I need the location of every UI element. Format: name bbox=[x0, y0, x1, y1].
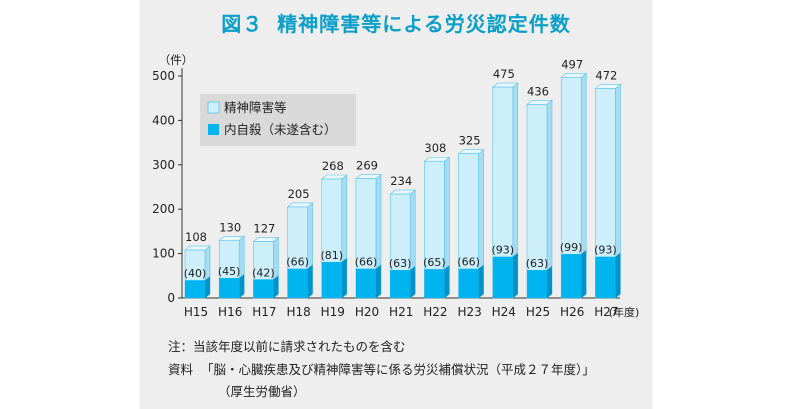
total-value-label: 325 bbox=[459, 134, 481, 148]
y-tick-label: 200 bbox=[152, 202, 175, 216]
x-category-label: H17 bbox=[252, 305, 276, 319]
x-category-label: H19 bbox=[321, 305, 345, 319]
y-tick-label: 100 bbox=[152, 247, 175, 261]
source-organization: （厚生労働省） bbox=[218, 384, 306, 399]
chart-title: 図３ 精神障害等による労災認定件数 bbox=[140, 8, 652, 37]
total-value-label: 234 bbox=[390, 174, 412, 188]
suicide-bar-side bbox=[581, 250, 587, 298]
suicide-value-label: (45) bbox=[218, 265, 241, 278]
x-category-label: H24 bbox=[492, 305, 516, 319]
total-value-label: 497 bbox=[561, 57, 583, 71]
y-tick-label: 500 bbox=[152, 69, 175, 83]
x-category-label: H15 bbox=[184, 305, 208, 319]
suicide-value-label: (65) bbox=[423, 256, 446, 269]
y-axis-unit-label: （件） bbox=[159, 53, 194, 67]
suicide-bar-side bbox=[512, 252, 518, 298]
suicide-bar-side bbox=[273, 275, 279, 298]
legend-swatch-total bbox=[207, 101, 220, 114]
suicide-bar-side bbox=[376, 264, 381, 298]
source-line: 資料 「脳・心臓疾患及び精神障害等に係る労災補償状況（平成２７年度）」 bbox=[168, 359, 595, 378]
x-category-label: H16 bbox=[218, 305, 242, 319]
suicide-bar-side bbox=[478, 264, 484, 298]
total-value-label: 108 bbox=[185, 230, 207, 244]
total-value-label: 269 bbox=[356, 159, 378, 173]
suicide-value-label: (99) bbox=[560, 241, 583, 254]
x-category-label: H22 bbox=[423, 305, 447, 319]
suicide-bar bbox=[321, 262, 342, 298]
total-value-label: 475 bbox=[493, 67, 515, 81]
total-value-label: 472 bbox=[595, 68, 617, 82]
legend-label-total: 精神障害等 bbox=[224, 100, 287, 115]
x-category-label: H23 bbox=[457, 305, 481, 319]
suicide-bar bbox=[219, 278, 240, 298]
chart-title-text: 精神障害等による労災認定件数 bbox=[277, 12, 571, 36]
x-category-label: H20 bbox=[355, 305, 379, 319]
x-category-label: H25 bbox=[526, 305, 550, 319]
y-tick-label: 400 bbox=[152, 113, 175, 127]
suicide-bar-side bbox=[307, 264, 313, 298]
suicide-bar-side bbox=[205, 276, 210, 298]
suicide-value-label: (42) bbox=[252, 266, 275, 279]
suicide-bar bbox=[356, 268, 376, 298]
suicide-bar bbox=[287, 268, 308, 298]
suicide-bar-side bbox=[410, 266, 416, 298]
total-value-label: 205 bbox=[288, 187, 310, 201]
suicide-bar bbox=[492, 256, 513, 298]
x-category-label: H21 bbox=[389, 305, 413, 319]
suicide-bar bbox=[595, 256, 616, 298]
suicide-bar-side bbox=[239, 274, 245, 298]
total-value-label: 127 bbox=[253, 222, 275, 236]
suicide-bar-side bbox=[444, 265, 450, 298]
suicide-value-label: (81) bbox=[321, 249, 344, 262]
total-value-label: 268 bbox=[322, 159, 344, 173]
suicide-value-label: (63) bbox=[389, 257, 412, 270]
total-value-label: 130 bbox=[219, 220, 241, 234]
x-category-label: H27 bbox=[594, 305, 618, 319]
source-text: 「脳・心臓疾患及び精神障害等に係る労災補償状況（平成２７年度）」 bbox=[201, 362, 595, 377]
source-label: 資料 bbox=[168, 362, 194, 377]
suicide-bar bbox=[390, 270, 411, 298]
figure-number: 図３ bbox=[221, 12, 264, 36]
legend-box bbox=[200, 94, 356, 146]
x-category-label: H26 bbox=[560, 305, 584, 319]
bar-chart: 0 100 200 300 400 500 （件） 108 (40) H15 130 (45) H16 1… bbox=[152, 53, 640, 319]
y-tick-label: 300 bbox=[152, 158, 175, 172]
suicide-bar-side bbox=[341, 258, 347, 298]
suicide-value-label: (66) bbox=[355, 256, 378, 269]
suicide-bar bbox=[424, 269, 445, 298]
legend-label-suicide: 内自殺（未遂含む） bbox=[224, 122, 337, 137]
suicide-bar bbox=[185, 280, 205, 298]
suicide-bar bbox=[253, 279, 274, 298]
suicide-bar-side bbox=[547, 266, 552, 298]
suicide-value-label: (63) bbox=[526, 257, 549, 270]
total-value-label: 308 bbox=[424, 141, 446, 155]
suicide-value-label: (40) bbox=[184, 267, 207, 280]
y-tick-label: 0 bbox=[167, 291, 175, 305]
suicide-value-label: (93) bbox=[594, 244, 617, 257]
suicide-value-label: (93) bbox=[492, 244, 515, 257]
suicide-value-label: (66) bbox=[457, 256, 480, 269]
footnote: 注：当該年度以前に請求されたものを含む bbox=[168, 339, 406, 354]
x-category-label: H18 bbox=[286, 305, 310, 319]
x-axis-unit-label: (年度) bbox=[609, 305, 640, 319]
suicide-bar-side bbox=[615, 252, 621, 298]
suicide-bar bbox=[561, 254, 582, 298]
total-value-label: 436 bbox=[527, 84, 549, 98]
suicide-value-label: (66) bbox=[286, 256, 309, 269]
suicide-bar bbox=[527, 270, 547, 298]
suicide-bar bbox=[458, 268, 479, 298]
legend-swatch-suicide bbox=[208, 124, 219, 135]
